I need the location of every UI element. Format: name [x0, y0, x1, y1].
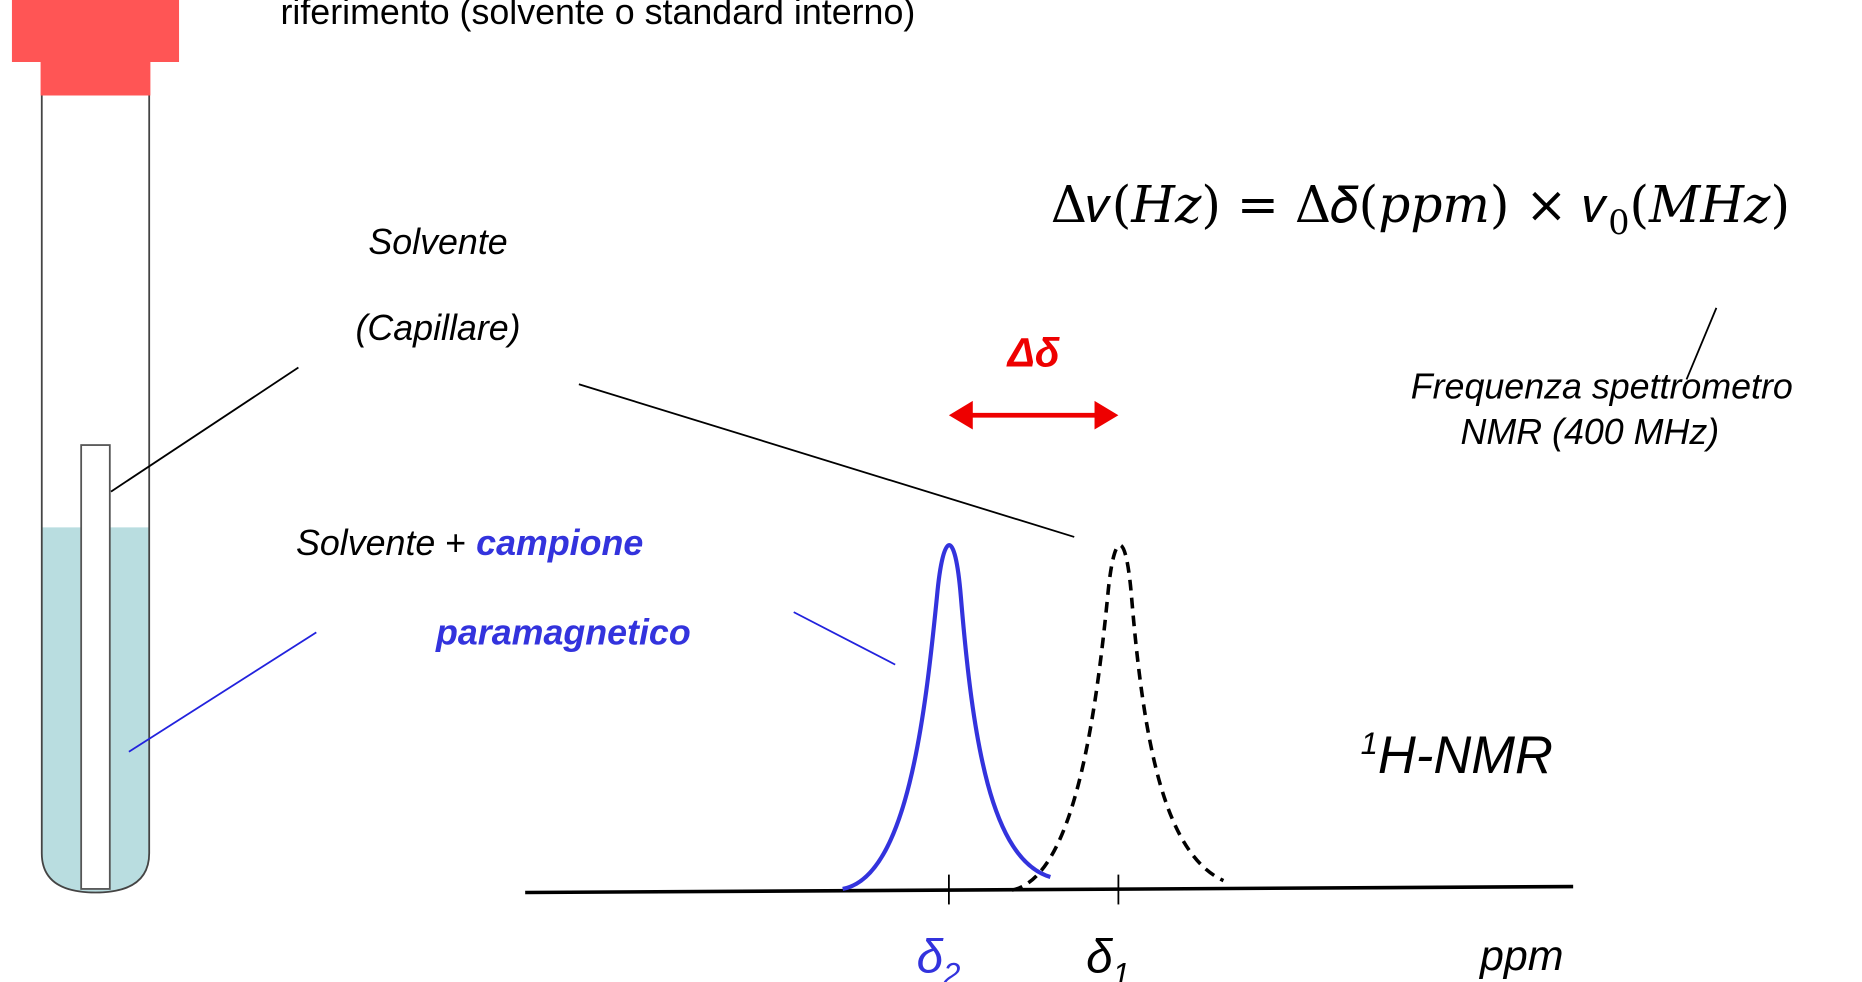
delta-subscript: 1: [1113, 956, 1130, 982]
capillary: [80, 444, 111, 890]
pointer-line: [128, 631, 317, 753]
nucleus-label: 1H-NMR: [1361, 726, 1553, 785]
pointer-line: [1685, 307, 1718, 380]
baseline: [525, 884, 1574, 895]
shift-arrow: [948, 400, 1119, 430]
delta-subscript: 2: [942, 956, 960, 982]
tube-cap: [11, 0, 180, 96]
nucleus-superscript: 1: [1361, 726, 1378, 761]
sample-peak: [842, 543, 1051, 891]
arrow-head: [1094, 400, 1119, 430]
sample-label: paramagnetico: [435, 612, 691, 652]
pointer-line: [110, 366, 299, 493]
equation: Δ𝜈(𝐻𝑧) = Δ𝛿(𝑝𝑝𝑚) × 𝜈0(𝑀𝐻𝑧): [1051, 175, 1790, 242]
delta-symbol: δ: [917, 930, 944, 982]
frequency-note: Frequenza spettrometro: [1411, 367, 1793, 407]
frequency-note: NMR (400 MHz): [1461, 412, 1720, 452]
plus-text: +: [445, 523, 466, 563]
arrow-head: [948, 400, 973, 430]
pointer-line: [793, 611, 896, 666]
delta1-label: δ1: [1086, 930, 1130, 982]
tube-outline: [40, 95, 151, 894]
solvent-text: Solvente: [296, 523, 435, 563]
sample-text: campione: [476, 523, 643, 563]
nucleus-text: H-NMR: [1378, 726, 1553, 785]
equation-subscript: 0: [1608, 203, 1629, 242]
pointer-line: [578, 383, 1075, 538]
nmr-tube: [11, 0, 180, 894]
axis-unit: ppm: [1478, 932, 1564, 980]
equation-right: (𝑀𝐻𝑧): [1629, 175, 1790, 234]
capillary-label: (Capillare): [355, 308, 520, 348]
capillary-label: Solvente: [368, 222, 507, 262]
shift-label: Δδ: [1006, 329, 1060, 375]
equation-left: Δ𝜈(𝐻𝑧) = Δ𝛿(𝑝𝑝𝑚) × 𝜈: [1051, 175, 1609, 234]
delta-symbol: δ: [1086, 930, 1113, 982]
delta2-label: δ2: [917, 930, 961, 982]
reference-peak: [1011, 543, 1225, 892]
top-text: riferimento (solvente o standard interno…: [280, 0, 915, 32]
sample-label: Solvente + campione: [296, 523, 643, 563]
